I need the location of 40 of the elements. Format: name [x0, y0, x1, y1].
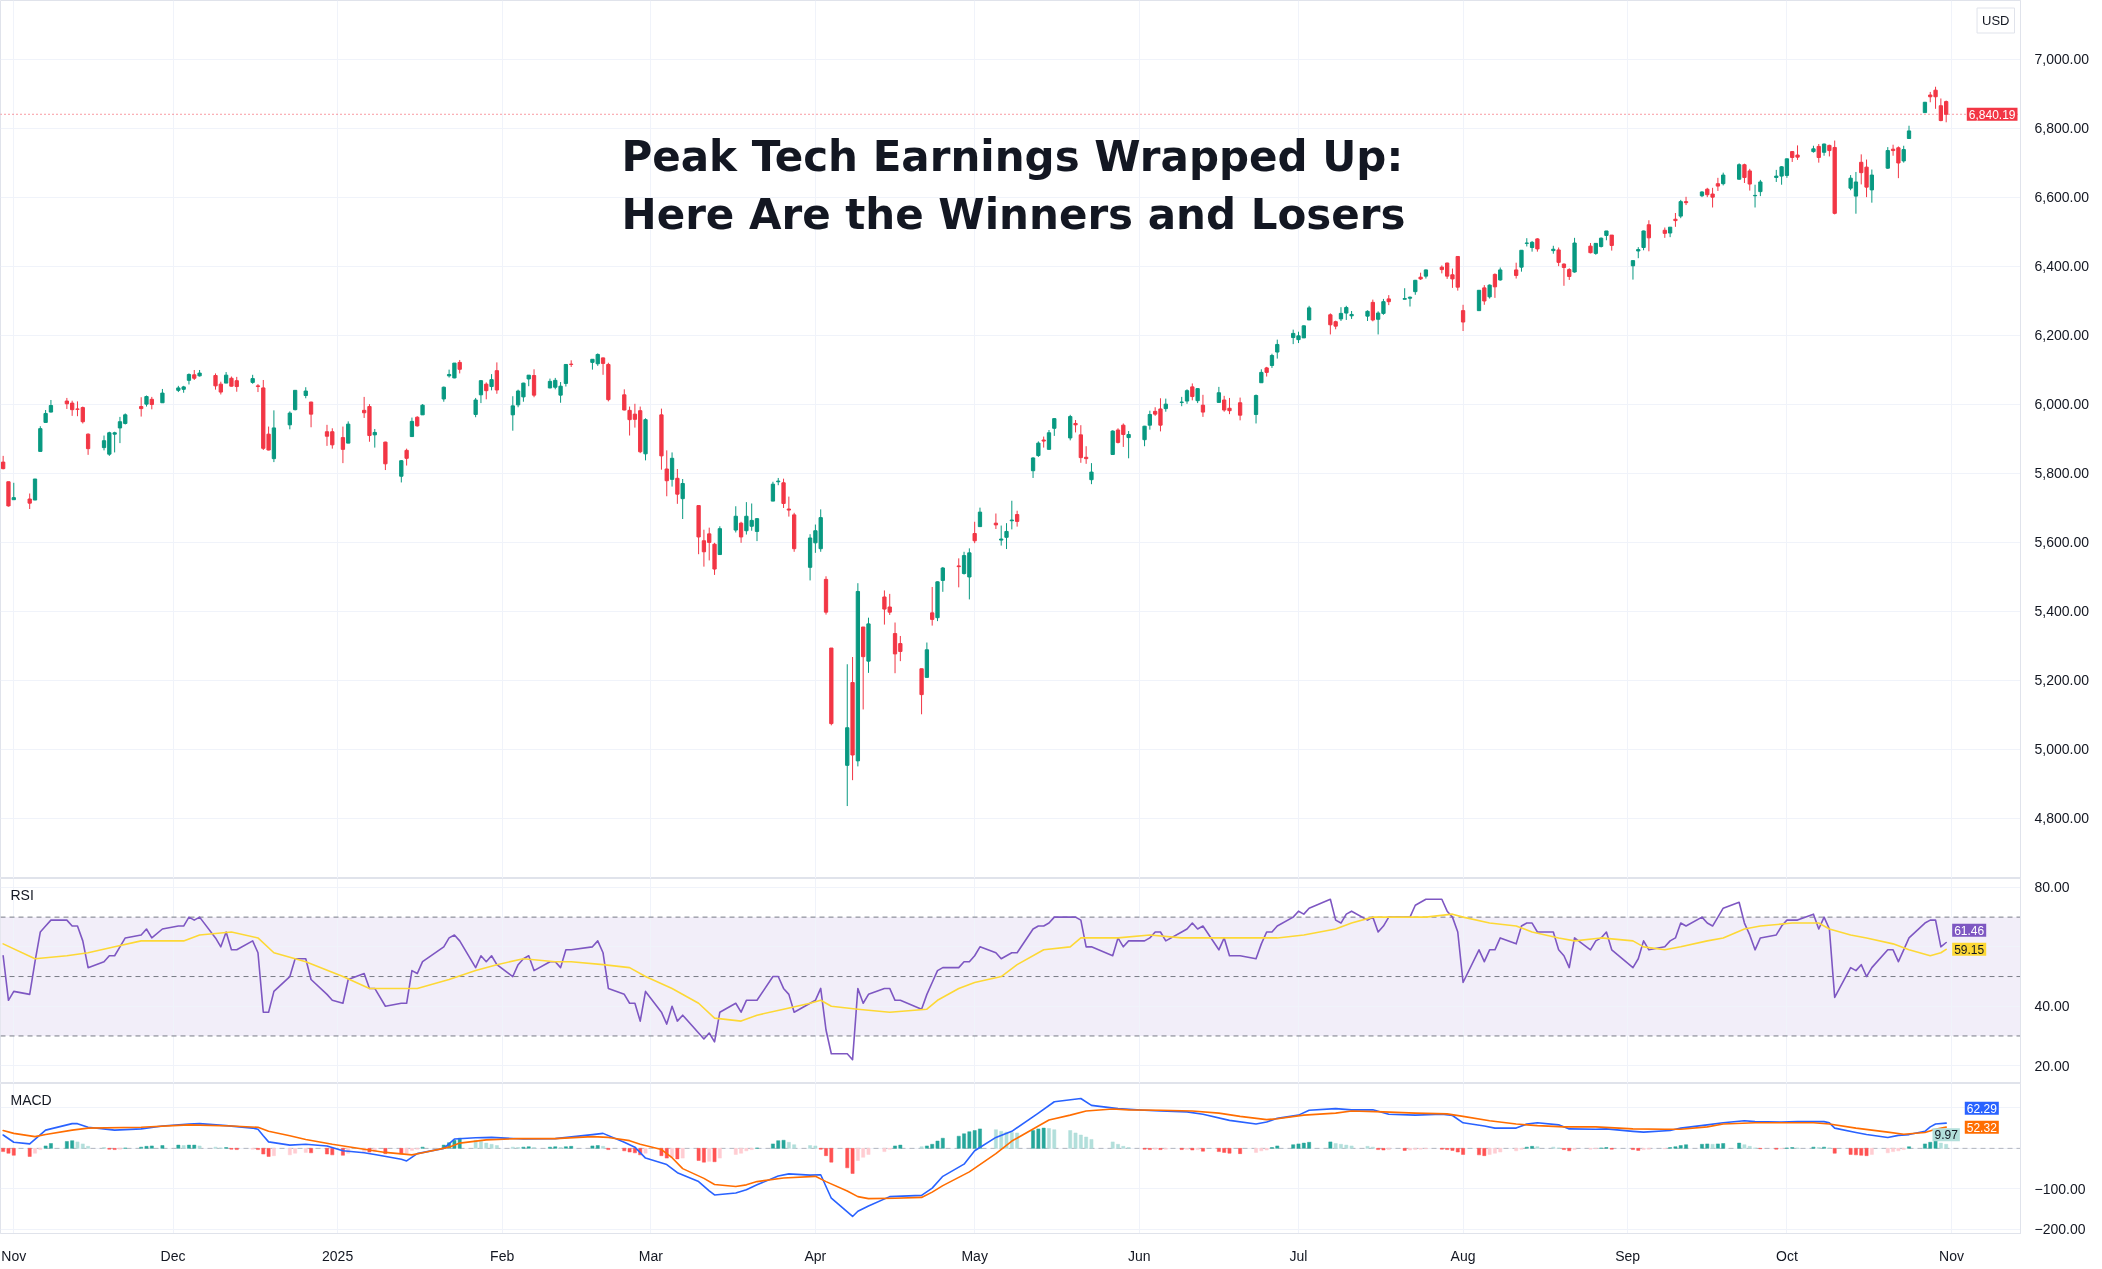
x-tick-label: Jul — [1289, 1247, 1308, 1264]
y-tick-label: −200.00 — [2034, 1221, 2086, 1238]
y-tick-label: 6,200.00 — [2034, 327, 2090, 344]
x-tick-label: Mar — [638, 1247, 664, 1264]
x-tick-label: Oct — [1776, 1247, 1798, 1264]
y-tick-label: 20.00 — [2034, 1057, 2070, 1074]
y-tick-label: 5,800.00 — [2034, 465, 2090, 482]
y-tick-label: −100.00 — [2034, 1180, 2086, 1197]
y-tick-label: 5,200.00 — [2034, 672, 2090, 689]
y-tick-label: 6,800.00 — [2034, 120, 2090, 137]
y-tick-label: 5,600.00 — [2034, 534, 2090, 551]
text: Peak Tech Earnings Wrapped Up: Here Are the Winners and Losers — [621, 131, 1406, 240]
x-tick-label: Feb — [490, 1247, 515, 1264]
y-tick-label: 80.00 — [2034, 879, 2070, 896]
data-label: 62.29 — [1966, 1101, 1998, 1116]
ref-line-label: 6,840.19 — [1968, 107, 2016, 122]
x-tick-label: 2025 — [322, 1247, 354, 1264]
x-tick-label: Aug — [1450, 1247, 1476, 1264]
y-tick-label: 40.00 — [2034, 998, 2070, 1015]
text: RSI — [10, 886, 34, 903]
y-tick-label: 7,000.00 — [2034, 51, 2090, 68]
x-tick-label: Dec — [160, 1247, 186, 1264]
x-tick-label: Nov — [1939, 1247, 1964, 1264]
data-label: 61.46 — [1954, 923, 1985, 938]
text: MACD — [10, 1091, 52, 1108]
y-tick-label: 4,800.00 — [2034, 810, 2090, 827]
x-tick-label: May — [961, 1247, 988, 1264]
y-tick-label: 5,400.00 — [2034, 603, 2090, 620]
data-label: 59.15 — [1954, 942, 1985, 957]
y-tick-label: 6,400.00 — [2034, 258, 2090, 275]
y-axis-title: USD — [1982, 13, 2010, 28]
y-tick-label: 6,000.00 — [2034, 396, 2090, 413]
data-label: 52.32 — [1966, 1120, 1998, 1135]
x-tick-label: Apr — [804, 1247, 827, 1264]
y-tick-label: 5,000.00 — [2034, 741, 2090, 758]
y-tick-label: 6,600.00 — [2034, 189, 2090, 206]
data-label: 9.97 — [1934, 1128, 1959, 1143]
x-tick-label: Jun — [1127, 1247, 1151, 1264]
x-tick-label: Nov — [1, 1247, 27, 1264]
x-tick-label: Sep — [1615, 1247, 1641, 1264]
